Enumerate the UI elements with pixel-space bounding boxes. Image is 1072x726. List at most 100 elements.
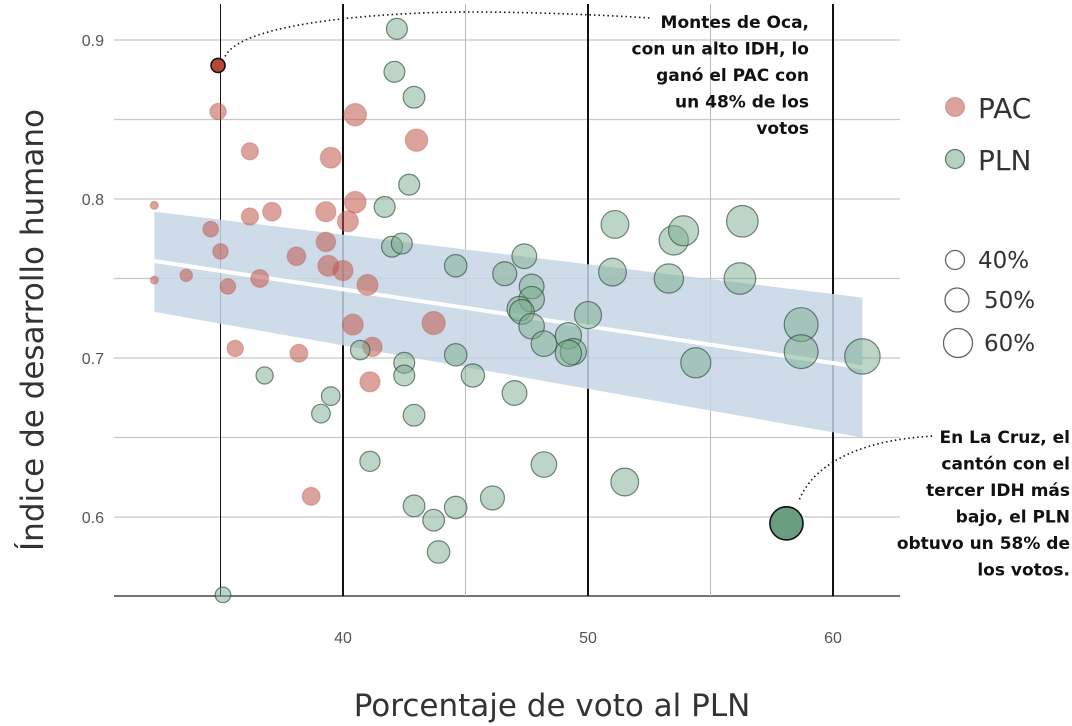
pac-point: [212, 243, 229, 260]
legend-size-label: 50%: [984, 288, 1035, 314]
pac-point: [179, 268, 194, 283]
pln-point: [359, 450, 381, 473]
pln-point: [460, 363, 486, 388]
annotation-text-montes-de-oca: ganó el PAC con: [656, 66, 809, 86]
pac-point: [262, 201, 282, 222]
annotation-text-la-cruz: obtuvo un 58% de: [897, 534, 1070, 554]
y-axis-title: Índice de desarrollo humano: [15, 109, 51, 551]
x-tick-label: 60: [824, 630, 842, 647]
pln-point: [402, 85, 426, 109]
pln-point: [443, 253, 468, 278]
x-tick-label: 50: [579, 630, 597, 647]
pac-point: [209, 102, 227, 121]
pac-point: [226, 339, 244, 358]
pln-point: [402, 494, 426, 518]
pln-point: [725, 204, 759, 238]
pln-point: [311, 403, 331, 424]
pln-point: [511, 243, 538, 270]
pln-point: [349, 339, 371, 361]
pln-point: [723, 262, 757, 295]
legend: PAC PLN 40% 50% 60%: [942, 92, 1035, 359]
legend-size-marker: [942, 327, 974, 359]
pln-point: [610, 467, 640, 497]
pln-point: [422, 508, 446, 532]
x-tick-label: 40: [334, 630, 352, 647]
pac-point: [149, 200, 159, 210]
annotation-connector-la-cruz: [798, 435, 936, 500]
pln-point: [530, 330, 558, 358]
pac-point: [315, 231, 337, 253]
y-tick-label: 0.8: [82, 192, 104, 209]
annotation-text-la-cruz: cantón con el: [941, 455, 1070, 475]
pln-point: [385, 17, 408, 40]
pac-point: [286, 246, 307, 267]
pac-point: [240, 142, 260, 161]
pac-point: [240, 207, 260, 226]
highlight-point-montes-de-oca: [210, 57, 226, 74]
pln-point: [598, 257, 627, 287]
pac-point: [343, 102, 368, 127]
pln-point: [554, 339, 583, 367]
y-tick-label: 0.9: [82, 33, 104, 50]
pln-point: [373, 195, 396, 219]
pac-point: [356, 273, 379, 296]
pac-point: [250, 268, 270, 289]
annotation-text-la-cruz: tercer IDH más: [926, 481, 1070, 501]
pln-point: [600, 209, 630, 239]
pac-point: [332, 259, 354, 282]
pac-point: [315, 201, 337, 223]
legend-pln-marker: [944, 148, 966, 170]
pac-point: [289, 343, 309, 363]
pln-point: [443, 495, 468, 520]
pln-point: [844, 338, 881, 375]
annotation-text-la-cruz: En La Cruz, el: [940, 428, 1070, 448]
pac-point: [343, 190, 367, 214]
pln-point: [667, 215, 700, 247]
legend-pac-label: PAC: [978, 92, 1031, 125]
pln-point: [398, 173, 421, 196]
legend-size-label: 60%: [984, 331, 1035, 357]
pln-point: [501, 380, 528, 406]
annotation-text-montes-de-oca: Montes de Oca,: [661, 13, 809, 33]
pln-point: [492, 261, 518, 287]
pln-point: [443, 343, 468, 367]
pln-point: [573, 300, 603, 330]
y-tick-label: 0.6: [82, 510, 104, 527]
pac-point: [149, 275, 159, 285]
pln-point: [653, 263, 685, 294]
pln-point: [783, 334, 819, 370]
pln-point: [320, 386, 341, 407]
legend-pac-marker: [944, 96, 966, 118]
annotation-text-la-cruz: bajo, el PLN: [956, 508, 1070, 528]
annotation-text-montes-de-oca: un 48% de los: [675, 93, 809, 113]
legend-pln-label: PLN: [978, 144, 1031, 177]
pln-point: [214, 586, 232, 604]
pac-point: [336, 210, 359, 233]
pln-point: [530, 451, 558, 478]
pac-point: [359, 371, 381, 393]
pac-point: [219, 278, 237, 295]
annotation-layer: Montes de Oca, con un alto IDH, lo ganó el…: [224, 11, 1070, 581]
y-tick-label: 0.7: [82, 351, 104, 368]
legend-size-label: 40%: [978, 248, 1029, 274]
pln-point: [393, 364, 416, 387]
annotation-connector-montes-de-oca: [224, 11, 651, 57]
pln-point: [426, 540, 451, 564]
pac-point: [202, 220, 220, 238]
x-axis-title: Porcentaje de voto al PLN: [354, 688, 751, 724]
annotation-text-montes-de-oca: con un alto IDH, lo: [632, 40, 809, 60]
pln-point: [680, 347, 712, 379]
data-points-layer: [149, 17, 881, 604]
highlight-point-la-cruz: [769, 506, 804, 541]
annotation-text-la-cruz: los votos.: [977, 561, 1070, 581]
pac-point: [319, 146, 342, 169]
pac-point: [404, 128, 429, 152]
pln-point: [479, 485, 506, 511]
pln-point: [255, 366, 274, 385]
pln-point: [402, 403, 426, 427]
legend-size-marker: [944, 249, 966, 271]
pac-point: [421, 310, 446, 336]
pac-point: [341, 313, 364, 336]
pac-point: [301, 486, 321, 506]
